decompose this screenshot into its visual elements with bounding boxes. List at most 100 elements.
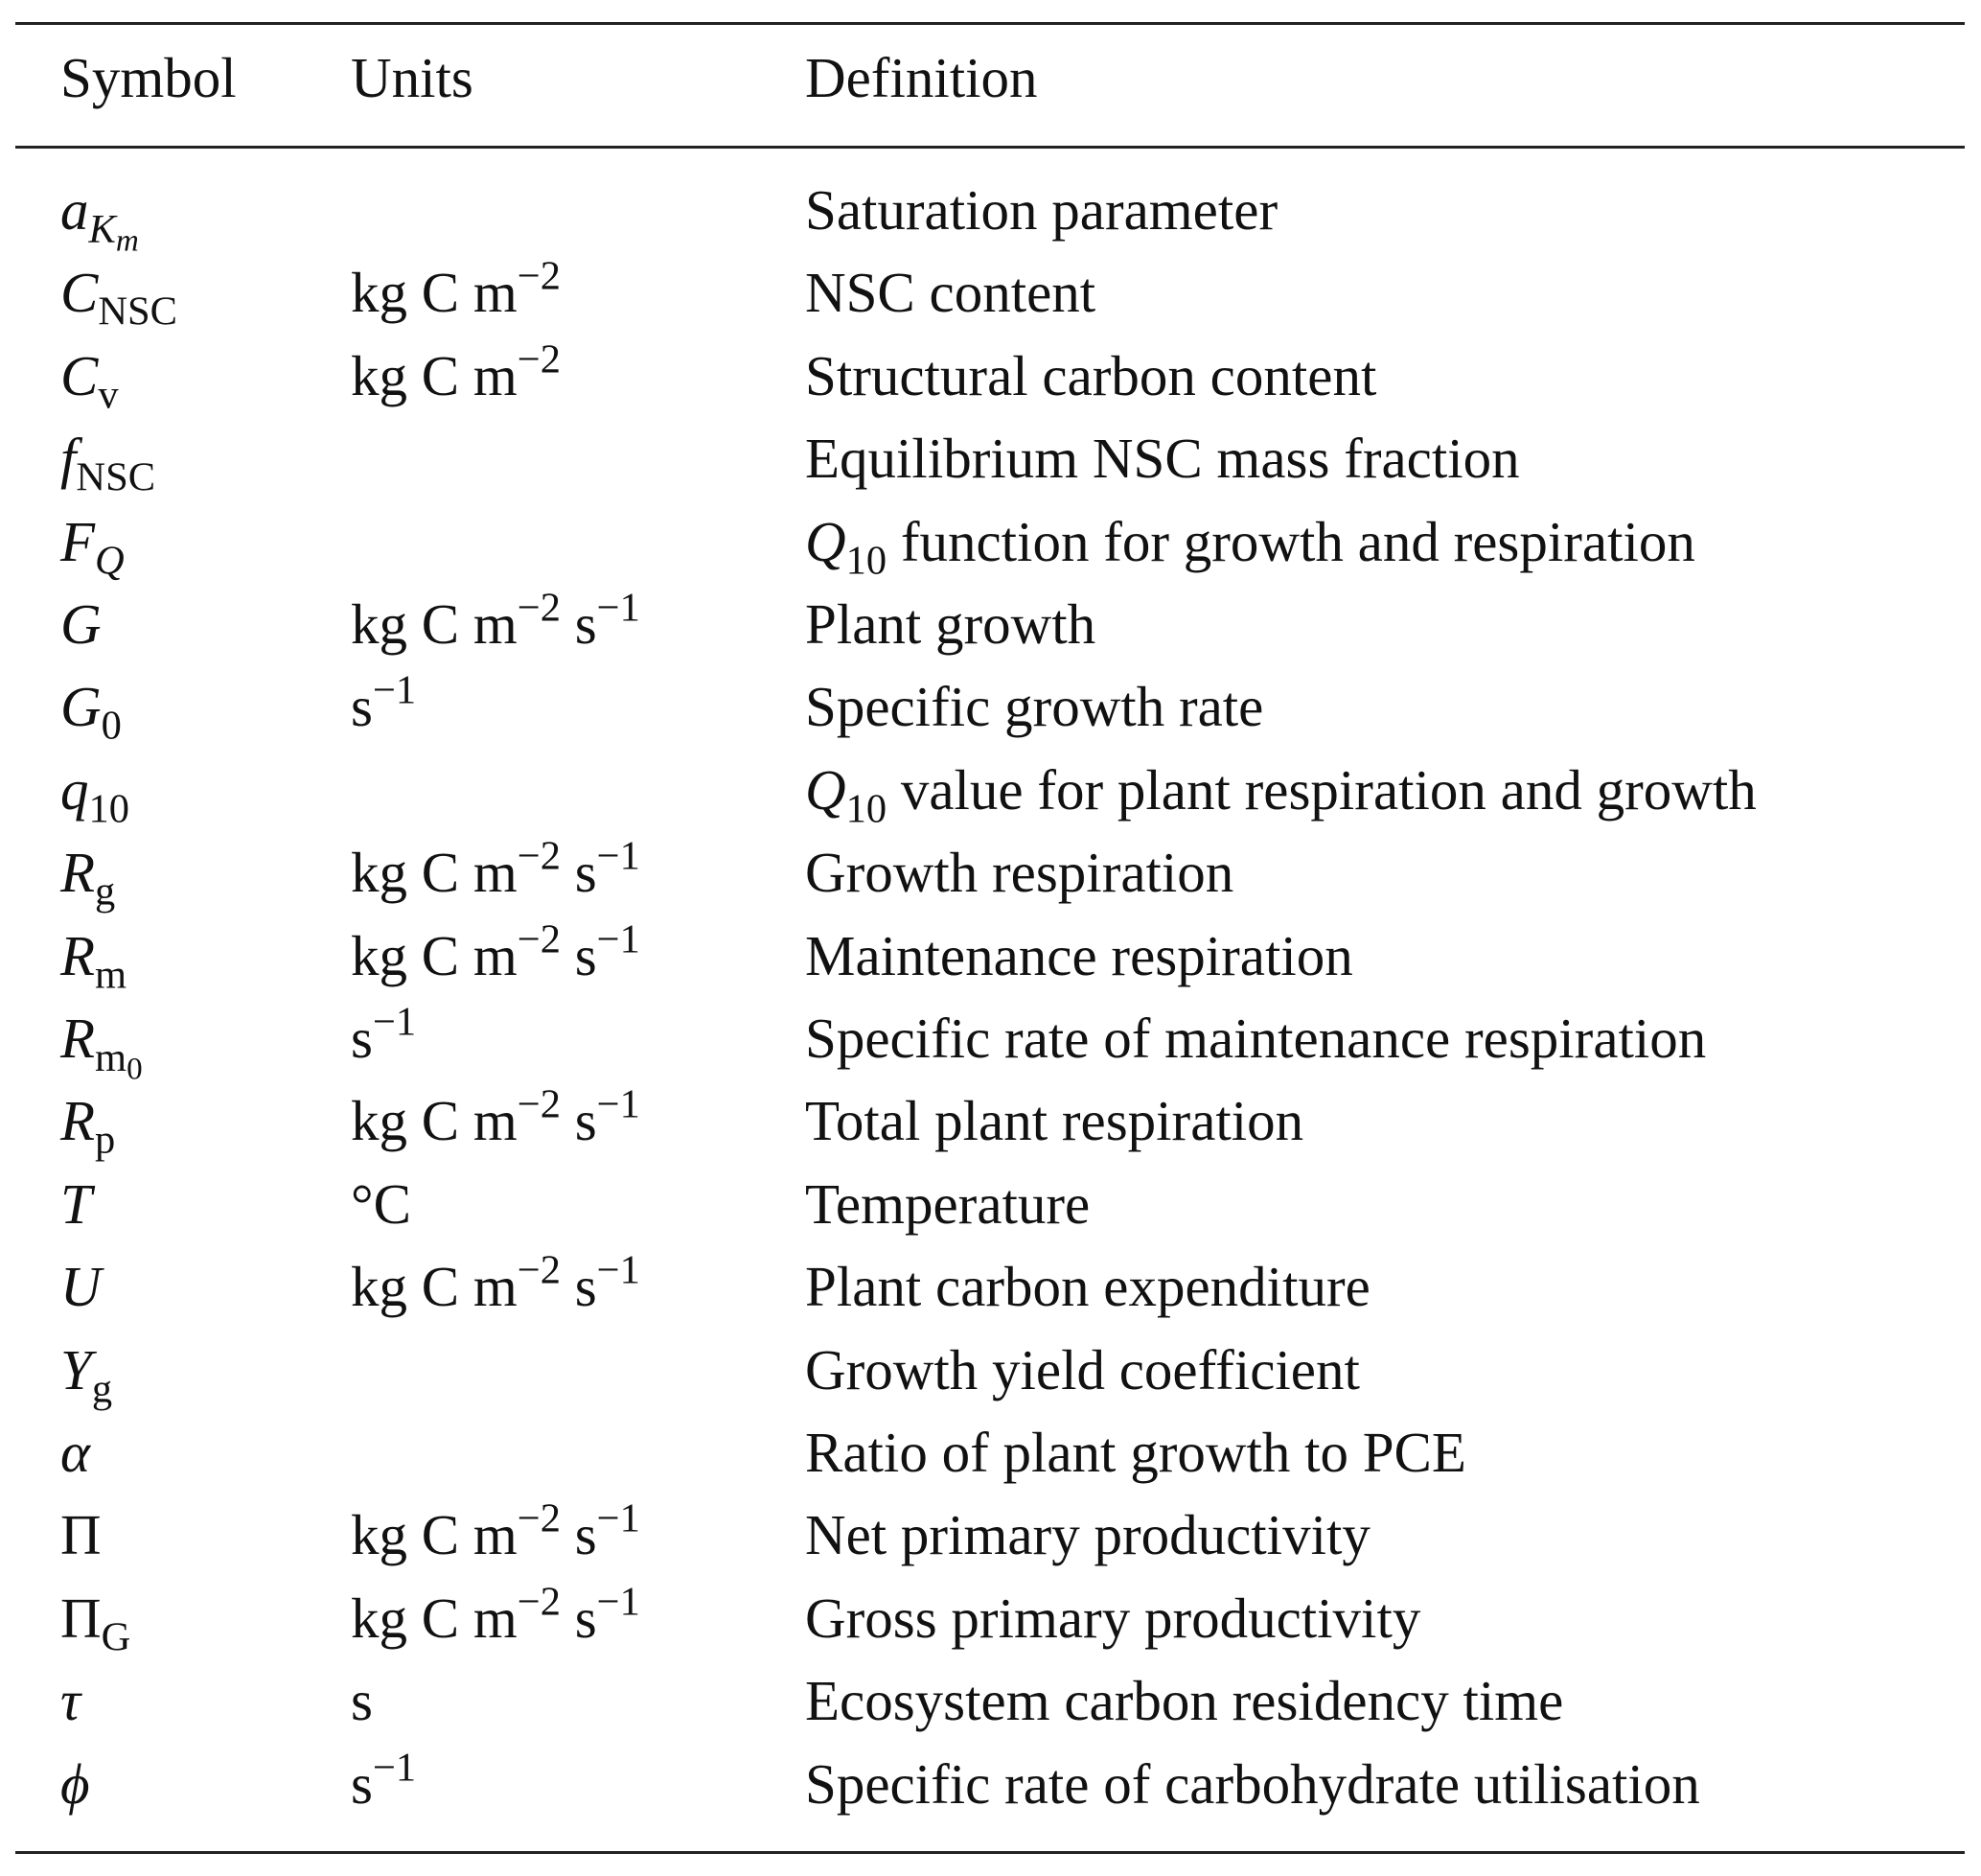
units-exponent: −1 [596,585,640,631]
symbol-cell: U [60,1253,102,1320]
symbol-base: q [60,757,89,822]
symbol-cell: q10 [60,756,129,829]
definition-q: Q [805,757,846,822]
symbol-cell: τ [60,1667,81,1734]
definition-text: Net primary productivity [805,1503,1371,1567]
units-base: s [351,1751,373,1816]
units-cell: kg C m−2 s−1 [351,1582,640,1652]
definition-cell: Maintenance respiration [805,922,1353,989]
symbol-subscript: Q [95,538,125,584]
definition-cell: Plant growth [805,591,1095,658]
definition-q: Q [805,509,846,573]
units-base: kg C m [351,592,518,656]
definition-cell: Saturation parameter [805,176,1278,243]
units-exponent: −2 [517,1579,561,1625]
table-row: Rm0 s−1 Specific rate of maintenance respi… [0,1002,1981,1087]
units-exponent: −1 [596,1579,640,1625]
units-exponent: −2 [517,833,561,879]
symbol-cell: Rp [60,1087,115,1160]
table-row: Cv kg C m−2 Structural carbon content [0,339,1981,425]
symbol-subscript: v [98,372,119,418]
definition-text: Gross primary productivity [805,1586,1421,1650]
definition-cell: Ecosystem carbon residency time [805,1667,1563,1734]
symbol-cell: ΠG [60,1585,130,1657]
units-base: kg C m [351,1586,518,1650]
definition-cell: Specific rate of carbohydrate utilisatio… [805,1750,1700,1818]
units-seconds: s [560,841,597,905]
units-exponent: −2 [517,585,561,631]
symbol-subscript: Km [88,206,139,258]
symbol-subscript: 0 [101,703,122,749]
units-exponent: −1 [596,916,640,962]
symbol-subscript: g [91,1366,113,1412]
symbol-base: R [60,1007,96,1070]
symbol-cell: Yg [60,1336,112,1409]
units-cell: kg C m−2 s−1 [351,588,640,658]
table-row: Yg Growth yield coefficient [0,1336,1981,1419]
symbol-base: R [60,923,96,987]
definition-text: Plant carbon expenditure [805,1255,1371,1319]
units-cell: °C [351,1170,411,1238]
definition-text: NSC content [805,261,1096,325]
definition-cell: Specific growth rate [805,673,1263,740]
units-cell: kg C m−2 s−1 [351,1250,640,1320]
symbol-base: C [60,343,99,407]
definition-text: Plant growth [805,592,1096,656]
units-exponent: −1 [596,1247,640,1293]
symbol-cell: G0 [60,673,122,746]
units-base: s [351,675,373,739]
symbol-cell: T [60,1170,92,1238]
symbol-cell: G [60,591,102,658]
header-definition: Definition [805,46,1038,109]
definition-q-subscript: 10 [845,786,887,832]
table-row: q10 Q10 value for plant respiration and g… [0,756,1981,839]
units-exponent: −2 [517,336,561,382]
units-exponent: −1 [372,668,417,714]
table-row: ΠG kg C m−2 s−1 Gross primary productivity [0,1582,1981,1667]
definition-text: Total plant respiration [805,1089,1304,1153]
table-row: FQ Q10 function for growth and respiratio… [0,508,1981,591]
units-exponent: −1 [596,833,640,879]
units-cell: s−1 [351,670,416,740]
units-base: kg C m [351,1255,518,1319]
symbol-cell: α [60,1419,90,1486]
table-row: Rg kg C m−2 s−1 Growth respiration [0,836,1981,921]
units-exponent: −2 [517,916,561,962]
units-base: kg C m [351,343,518,407]
units-cell: kg C m−2 s−1 [351,1498,640,1568]
symbol-subscript: NSC [76,454,156,500]
symbol-subscript: m [95,952,127,998]
table-row: CNSC kg C m−2 NSC content [0,256,1981,341]
symbol-base: f [60,427,77,491]
symbol-base: τ [60,1669,81,1733]
definition-cell: Net primary productivity [805,1501,1371,1568]
definition-text: Growth respiration [805,841,1234,905]
units-seconds: s [560,1503,597,1567]
units-exponent: −1 [596,1496,640,1542]
units-base: kg C m [351,1089,518,1153]
definition-cell: Gross primary productivity [805,1585,1420,1652]
symbol-base: ϕ [60,1751,90,1816]
symbol-subsubscript: m [115,221,139,258]
symbol-base: T [60,1171,92,1236]
units-seconds: s [560,1089,597,1153]
symbol-cell: ϕ [60,1750,90,1818]
table-row: Rp kg C m−2 s−1 Total plant respiration [0,1084,1981,1170]
units-cell: kg C m−2 [351,256,561,326]
definition-text: Ratio of plant growth to PCE [805,1421,1466,1484]
definition-q-subscript: 10 [845,538,887,584]
definition-text: Saturation parameter [805,178,1278,242]
definition-cell: NSC content [805,259,1095,326]
definition-cell: Structural carbon content [805,342,1376,409]
symbol-subscript: g [95,869,116,915]
units-seconds: s [560,923,597,987]
symbol-subscript: NSC [98,289,177,335]
symbol-subscript: G [101,1614,131,1660]
definition-text: Equilibrium NSC mass fraction [805,427,1520,491]
header-units: Units [351,46,473,109]
symbol-base: Y [60,1337,92,1401]
symbol-subscript: 10 [88,786,129,832]
